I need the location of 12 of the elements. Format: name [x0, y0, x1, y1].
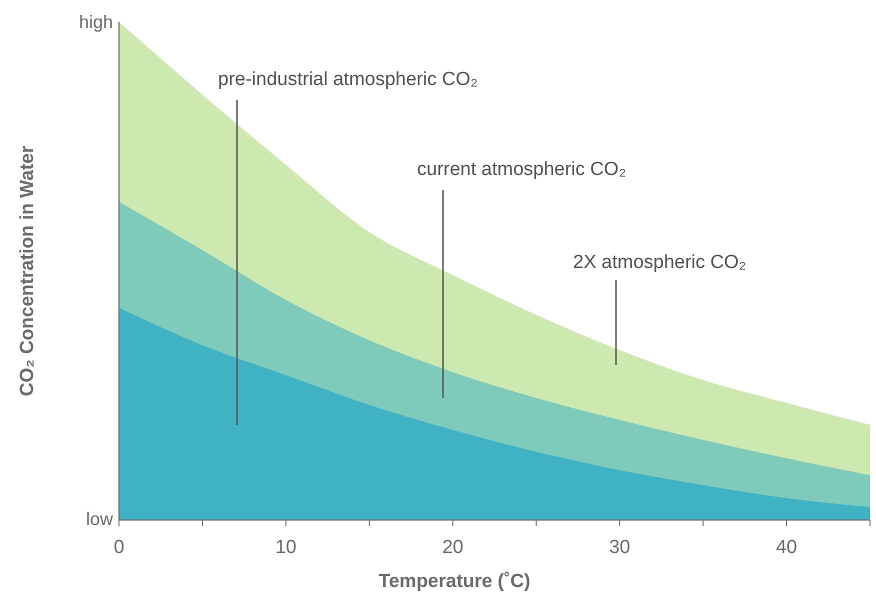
x-tick-label: 30 [609, 537, 630, 558]
x-tick-label: 40 [776, 537, 798, 558]
annotation: pre-industrial atmospheric CO₂ [218, 69, 478, 90]
x-axis-title: Temperature (˚C) [378, 571, 530, 592]
x-tick-label: 0 [114, 537, 124, 558]
annotation: 2X atmospheric CO₂ [573, 252, 746, 273]
x-tick-label: 10 [275, 537, 296, 558]
text: low [86, 509, 114, 529]
text: high [78, 12, 113, 32]
x-tick-label: 20 [442, 537, 464, 558]
y-axis-title: CO₂ Concentration in Water [17, 145, 38, 396]
annotation: current atmospheric CO₂ [417, 159, 626, 180]
